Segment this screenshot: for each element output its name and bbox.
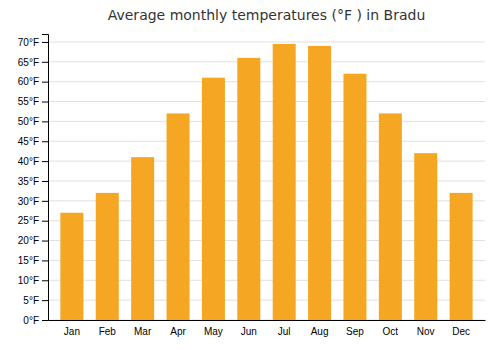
tick-label: Apr xyxy=(170,326,186,337)
tick: Oct xyxy=(383,326,399,337)
grid-line xyxy=(48,101,485,102)
tick-label: Mar xyxy=(134,326,152,337)
tick-mark xyxy=(42,161,48,162)
grid xyxy=(48,42,485,320)
plot: Jan Feb Mar Apr May Jun Jul Aug Sep Oct Nov Dec 0°F 5… xyxy=(18,35,486,338)
tick-mark xyxy=(42,62,48,63)
tick: 60°F xyxy=(18,76,48,87)
bar xyxy=(96,193,119,320)
tick-label: 10°F xyxy=(18,275,39,286)
tick-mark xyxy=(42,241,48,242)
bar xyxy=(273,44,296,320)
tick-label: Dec xyxy=(452,326,470,337)
tick-label: 30°F xyxy=(18,196,39,207)
tick: 40°F xyxy=(18,156,48,167)
tick: 70°F xyxy=(18,37,48,48)
tick-label: Nov xyxy=(417,326,435,337)
tick-mark xyxy=(42,280,48,281)
title: Average monthly temperatures (°F ) in Br… xyxy=(108,7,426,23)
tick-label: 35°F xyxy=(18,176,39,187)
tick: Jun xyxy=(241,326,257,337)
tick-mark xyxy=(42,201,48,202)
chart: Jan Feb Mar Apr May Jun Jul Aug Sep Oct Nov Dec 0°F 5… xyxy=(0,0,500,350)
grid-line xyxy=(48,81,485,82)
tick: Mar xyxy=(134,326,152,337)
tick: 10°F xyxy=(18,275,48,286)
bars xyxy=(60,44,472,320)
tick-mark xyxy=(42,121,48,122)
tick-mark xyxy=(42,260,48,261)
tick: 45°F xyxy=(18,136,48,147)
bar xyxy=(202,78,225,320)
tick: 20°F xyxy=(18,235,48,246)
tick: Sep xyxy=(346,326,364,337)
x-axis: Jan Feb Mar Apr May Jun Jul Aug Sep Oct Nov Dec xyxy=(49,321,486,338)
tick-label: Feb xyxy=(99,326,117,337)
tick-label: 60°F xyxy=(18,76,39,87)
grid-line xyxy=(48,61,485,62)
tick-label: 45°F xyxy=(18,136,39,147)
tick-label: May xyxy=(204,326,223,337)
tick: Nov xyxy=(417,326,435,337)
tick-label: 50°F xyxy=(18,116,39,127)
grid-line xyxy=(48,121,485,122)
tick-label: 25°F xyxy=(18,215,39,226)
bar xyxy=(414,153,437,320)
tick: 25°F xyxy=(18,215,48,226)
tick: 50°F xyxy=(18,116,48,127)
tick: Apr xyxy=(170,326,186,337)
tick-mark xyxy=(42,300,48,301)
tick: 55°F xyxy=(18,96,48,107)
tick: Jan xyxy=(64,326,80,337)
tick: 30°F xyxy=(18,196,48,207)
tick: May xyxy=(204,326,223,337)
tick: Jul xyxy=(278,326,291,337)
tick-label: Jun xyxy=(241,326,257,337)
tick: 15°F xyxy=(18,255,48,266)
grid-line xyxy=(48,41,485,42)
tick-mark xyxy=(42,82,48,83)
bar xyxy=(131,157,154,320)
tick-label: 40°F xyxy=(18,156,39,167)
tick-mark xyxy=(42,181,48,182)
y-axis: 0°F 5°F 10°F 15°F 20°F 25°F 30°F 35°F 40°F 45°F 50… xyxy=(18,35,49,326)
tick-mark xyxy=(42,42,48,43)
axis-line xyxy=(42,35,49,321)
tick-label: Jul xyxy=(278,326,291,337)
tick-label: Sep xyxy=(346,326,364,337)
bar xyxy=(343,74,366,320)
tick: 35°F xyxy=(18,176,48,187)
tick-label: Oct xyxy=(383,326,399,337)
tick-label: 70°F xyxy=(18,37,39,48)
tick-mark xyxy=(42,102,48,103)
tick-mark xyxy=(42,320,48,321)
bar xyxy=(167,113,190,320)
tick-label: 65°F xyxy=(18,57,39,68)
tick-mark xyxy=(42,141,48,142)
bar xyxy=(237,58,260,320)
tick: Aug xyxy=(311,326,329,337)
bar xyxy=(308,46,331,320)
tick: 5°F xyxy=(23,295,48,306)
tick: 0°F xyxy=(23,315,48,326)
tick-label: 5°F xyxy=(23,295,39,306)
tick-label: 0°F xyxy=(23,315,39,326)
tick-label: Jan xyxy=(64,326,80,337)
tick-label: 20°F xyxy=(18,235,39,246)
tick-label: Aug xyxy=(311,326,329,337)
tick-label: 55°F xyxy=(18,96,39,107)
bar xyxy=(450,193,473,320)
tick-mark xyxy=(42,221,48,222)
axis-line xyxy=(49,320,486,321)
bar xyxy=(60,213,83,320)
bar xyxy=(379,113,402,320)
tick: Dec xyxy=(452,326,470,337)
tick-label: 15°F xyxy=(18,255,39,266)
grid-line xyxy=(48,141,485,142)
tick: 65°F xyxy=(18,57,48,68)
tick: Feb xyxy=(99,326,117,337)
